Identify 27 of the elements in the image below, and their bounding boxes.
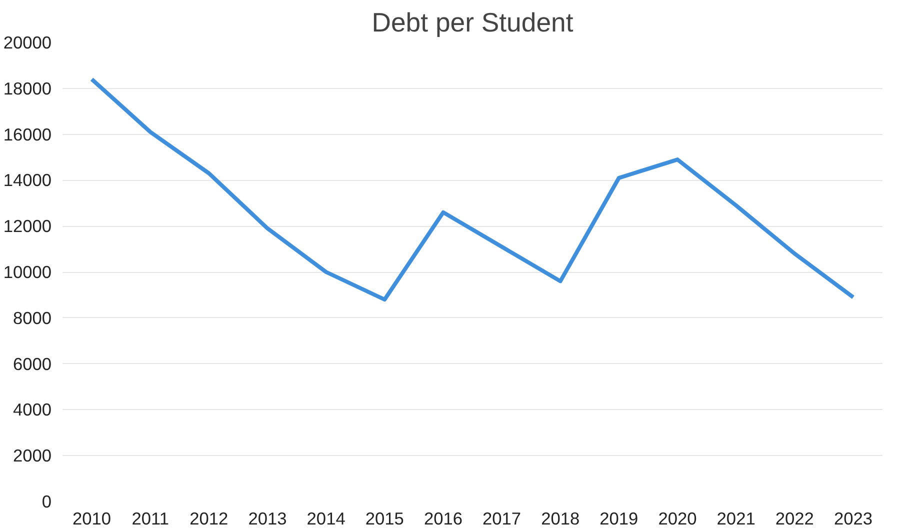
y-tick-label: 12000 — [3, 216, 52, 236]
x-tick-label: 2020 — [658, 508, 697, 528]
x-tick-label: 2013 — [248, 508, 287, 528]
y-tick-label: 20000 — [3, 32, 52, 52]
x-tick-label: 2014 — [306, 508, 346, 528]
x-tick-label: 2012 — [190, 508, 228, 528]
x-tick-label: 2019 — [600, 508, 638, 528]
x-tick-label: 2015 — [365, 508, 404, 528]
y-tick-label: 18000 — [3, 78, 52, 98]
x-tick-label: 2018 — [541, 508, 580, 528]
x-tick-label: 2016 — [424, 508, 463, 528]
y-tick-label: 8000 — [12, 308, 52, 328]
y-tick-label: 14000 — [3, 170, 52, 190]
x-tick-label: 2023 — [834, 508, 873, 528]
line-series — [90, 77, 856, 302]
x-tick-label: 2021 — [716, 508, 756, 528]
x-tick-label: 2010 — [72, 508, 112, 528]
y-tick-label: 16000 — [3, 124, 52, 144]
x-tick-label: 2022 — [775, 508, 814, 528]
y-tick-label: 6000 — [12, 354, 52, 374]
x-tick-label: 2017 — [482, 508, 522, 528]
y-tick-label: 2000 — [12, 446, 52, 466]
x-tick-label: 2011 — [132, 508, 169, 528]
y-tick-label: 0 — [42, 492, 52, 512]
y-tick-label: 4000 — [12, 400, 52, 420]
y-tick-label: 10000 — [3, 262, 52, 282]
chart-title: Debt per Student — [372, 8, 574, 38]
